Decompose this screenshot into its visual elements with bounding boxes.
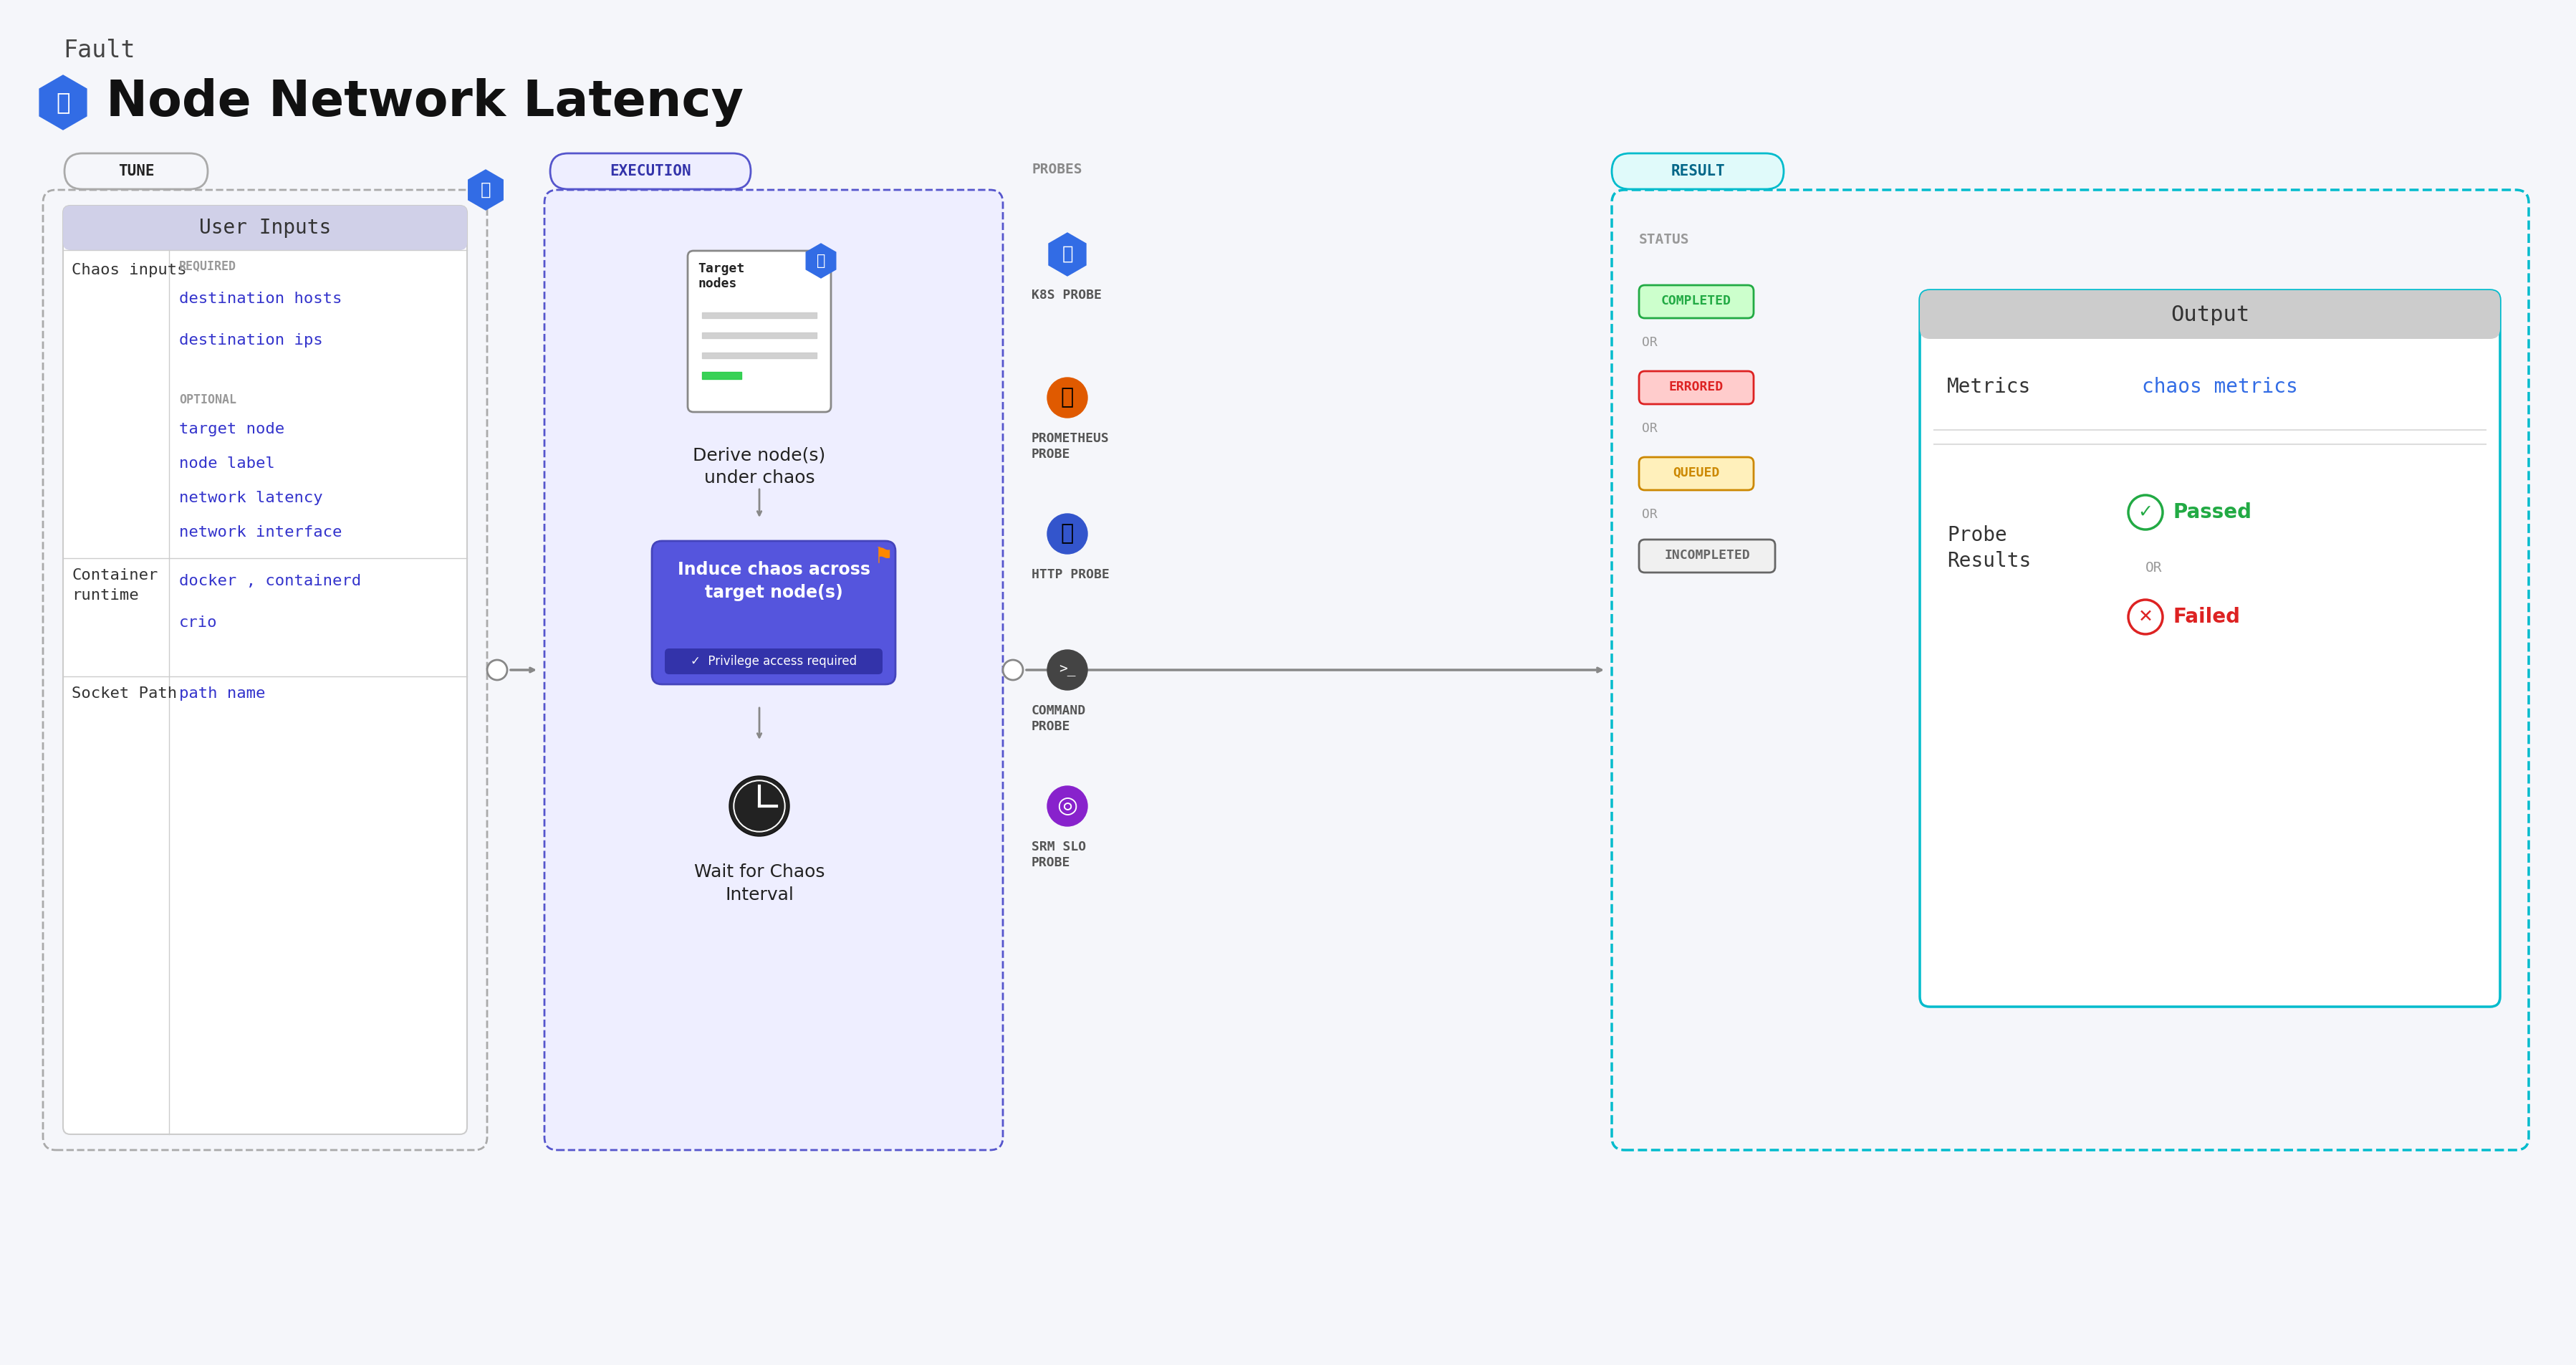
- Text: EXECUTION: EXECUTION: [611, 164, 690, 179]
- Text: Target
nodes: Target nodes: [698, 262, 744, 289]
- Text: OR: OR: [1641, 336, 1656, 349]
- Text: ERRORED: ERRORED: [1669, 381, 1723, 393]
- Text: Derive node(s)
under chaos: Derive node(s) under chaos: [693, 446, 827, 486]
- Text: Passed: Passed: [2174, 502, 2251, 523]
- FancyBboxPatch shape: [551, 153, 750, 190]
- Text: destination ips: destination ips: [180, 333, 322, 348]
- Text: node label: node label: [180, 456, 276, 471]
- Text: ✕: ✕: [2138, 609, 2154, 625]
- Text: RESULT: RESULT: [1672, 164, 1726, 179]
- Circle shape: [734, 782, 783, 830]
- Text: PROBES: PROBES: [1030, 162, 1082, 176]
- FancyBboxPatch shape: [1919, 291, 2501, 339]
- FancyBboxPatch shape: [1613, 153, 1783, 190]
- Text: destination hosts: destination hosts: [180, 292, 343, 306]
- Circle shape: [487, 659, 507, 680]
- FancyBboxPatch shape: [62, 206, 466, 250]
- Text: INCOMPLETED: INCOMPLETED: [1664, 549, 1749, 562]
- Text: ✓  Privilege access required: ✓ Privilege access required: [690, 655, 858, 667]
- FancyBboxPatch shape: [688, 251, 832, 412]
- Circle shape: [734, 781, 786, 831]
- Circle shape: [729, 777, 788, 837]
- Text: network interface: network interface: [180, 526, 343, 539]
- Text: target node: target node: [180, 422, 283, 437]
- FancyBboxPatch shape: [544, 190, 1002, 1151]
- Text: Socket Path: Socket Path: [72, 687, 178, 700]
- Text: K8S PROBE: K8S PROBE: [1030, 289, 1103, 302]
- Circle shape: [1048, 786, 1087, 826]
- Text: >_: >_: [1059, 663, 1077, 677]
- FancyBboxPatch shape: [1638, 285, 1754, 318]
- FancyBboxPatch shape: [64, 153, 209, 190]
- Text: ⚑: ⚑: [873, 547, 894, 568]
- Text: QUEUED: QUEUED: [1672, 467, 1721, 479]
- Text: REQUIRED: REQUIRED: [180, 261, 237, 273]
- Text: network latency: network latency: [180, 491, 322, 505]
- Text: Probe
Results: Probe Results: [1947, 526, 2030, 572]
- Circle shape: [1048, 513, 1087, 554]
- Text: STATUS: STATUS: [1638, 233, 1690, 247]
- Text: Node Network Latency: Node Network Latency: [106, 78, 744, 127]
- Text: Output: Output: [2172, 304, 2249, 325]
- Circle shape: [1002, 659, 1023, 680]
- Text: 🌐: 🌐: [1061, 523, 1074, 545]
- Circle shape: [1048, 650, 1087, 691]
- Text: crio: crio: [180, 616, 216, 629]
- Text: OPTIONAL: OPTIONAL: [180, 393, 237, 407]
- Text: chaos metrics: chaos metrics: [2141, 377, 2298, 397]
- Text: Container
runtime: Container runtime: [72, 568, 157, 602]
- Text: OR: OR: [1641, 422, 1656, 435]
- Text: ⎈: ⎈: [57, 90, 70, 115]
- Text: path name: path name: [180, 687, 265, 700]
- Text: Failed: Failed: [2174, 607, 2241, 627]
- Circle shape: [1048, 378, 1087, 418]
- Text: docker , containerd: docker , containerd: [180, 573, 361, 588]
- Text: SRM SLO
PROBE: SRM SLO PROBE: [1030, 841, 1087, 870]
- FancyBboxPatch shape: [62, 206, 466, 1134]
- Circle shape: [2128, 599, 2164, 635]
- Text: Metrics: Metrics: [1947, 377, 2030, 397]
- FancyBboxPatch shape: [1919, 291, 2501, 1007]
- Text: ⎈: ⎈: [817, 254, 824, 268]
- FancyBboxPatch shape: [652, 541, 896, 684]
- Text: COMPLETED: COMPLETED: [1662, 295, 1731, 307]
- Text: PROMETHEUS
PROBE: PROMETHEUS PROBE: [1030, 433, 1110, 461]
- FancyBboxPatch shape: [1638, 539, 1775, 572]
- Text: Fault: Fault: [62, 38, 134, 61]
- Circle shape: [2128, 495, 2164, 530]
- Text: Chaos inputs: Chaos inputs: [72, 263, 185, 277]
- FancyBboxPatch shape: [1638, 371, 1754, 404]
- Text: Induce chaos across
target node(s): Induce chaos across target node(s): [677, 561, 871, 601]
- Text: ⎈: ⎈: [1061, 246, 1074, 263]
- Text: User Inputs: User Inputs: [198, 218, 332, 238]
- Text: ✓: ✓: [2138, 504, 2154, 521]
- Text: OR: OR: [1641, 508, 1656, 521]
- Text: OR: OR: [2146, 561, 2161, 575]
- Text: ◎: ◎: [1056, 794, 1077, 818]
- Text: TUNE: TUNE: [118, 164, 155, 179]
- Text: COMMAND
PROBE: COMMAND PROBE: [1030, 704, 1087, 733]
- Text: HTTP PROBE: HTTP PROBE: [1030, 568, 1110, 581]
- Text: 🔥: 🔥: [1061, 388, 1074, 408]
- Text: ⎈: ⎈: [482, 182, 492, 198]
- FancyBboxPatch shape: [1638, 457, 1754, 490]
- Text: Wait for Chaos
Interval: Wait for Chaos Interval: [693, 864, 824, 904]
- FancyBboxPatch shape: [665, 648, 884, 674]
